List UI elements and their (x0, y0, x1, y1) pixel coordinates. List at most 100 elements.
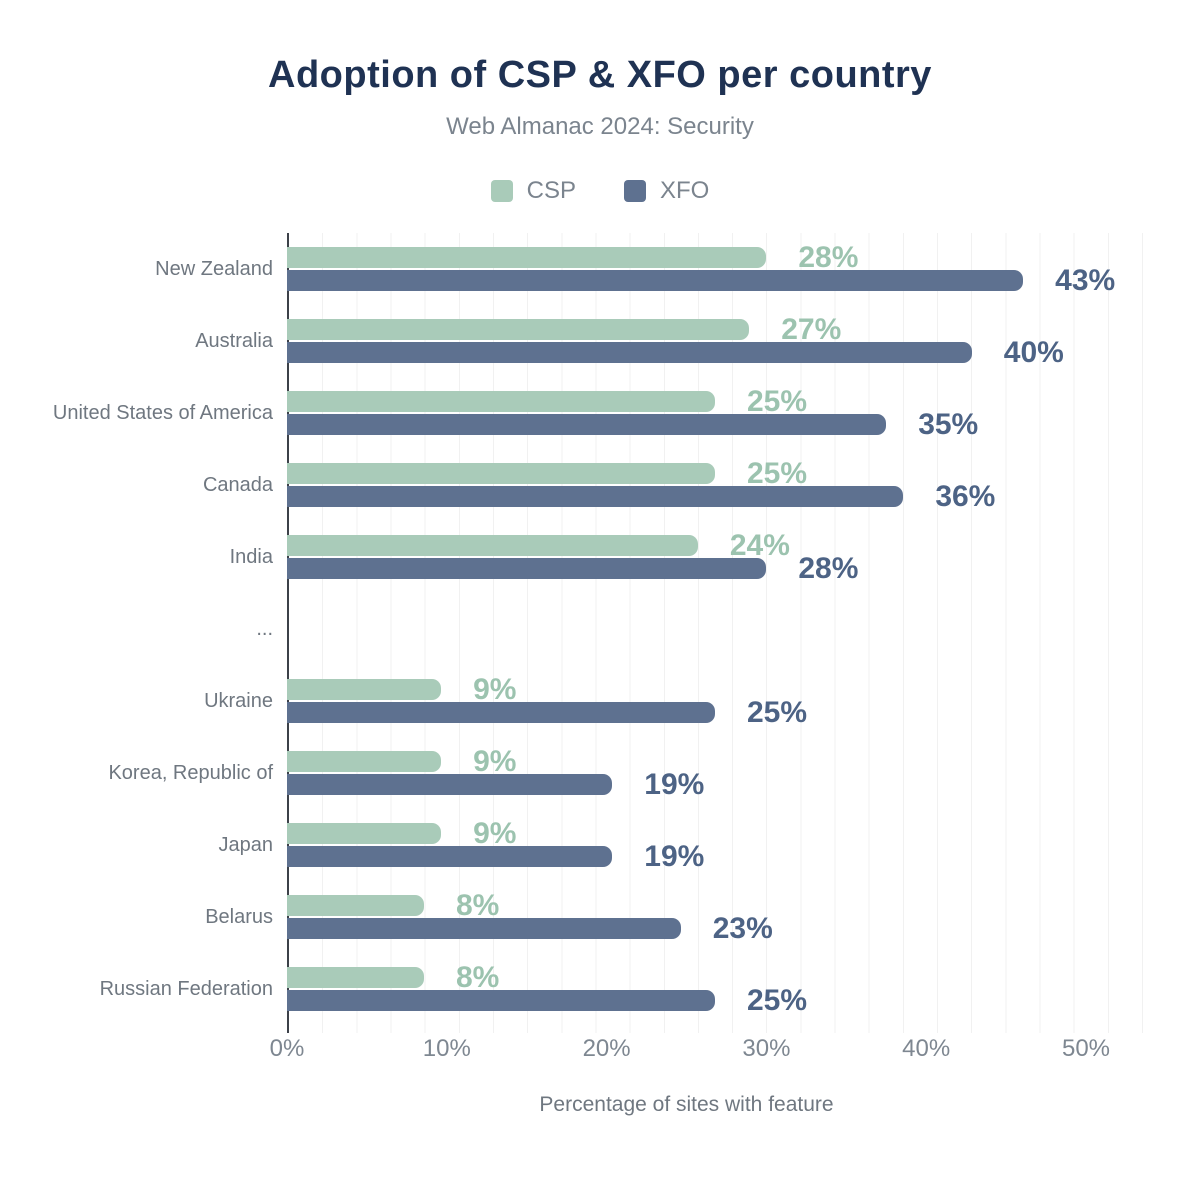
row-bars: 25% 35% (287, 386, 1143, 439)
legend-label-csp: CSP (526, 177, 576, 204)
bar-xfo (287, 414, 887, 435)
bar-csp (287, 967, 424, 988)
x-tick: 0% (269, 1035, 305, 1062)
category-label: Belarus (205, 905, 273, 928)
bar-line: 19% (287, 769, 1143, 799)
bar-csp (287, 679, 442, 700)
bar-line: 8% (287, 962, 1143, 992)
legend-item-xfo: XFO (624, 177, 709, 205)
page-subtitle: Web Almanac 2024: Security (446, 113, 754, 140)
chart-row: India 24% 28% (0, 521, 1143, 593)
row-bars: 25% 36% (287, 456, 1143, 511)
chart-rows: New Zealand 28% 43% Australia 27% 40% United S… (0, 233, 1143, 1025)
bar-line: 40% (287, 337, 1143, 367)
x-tick: 50% (1061, 1035, 1111, 1062)
category-label: Australia (195, 329, 273, 352)
bar-line: 25% (287, 386, 1143, 416)
chart-row: Korea, Republic of 9% 19% (0, 737, 1143, 809)
bar-line: 35% (287, 409, 1143, 439)
x-tick: 20% (582, 1035, 631, 1062)
bar-value-label: 9% (473, 816, 517, 850)
chart-row: Japan 9% 19% (0, 809, 1143, 881)
bar-xfo (287, 702, 715, 723)
bar-value-label: 23% (712, 911, 773, 945)
bar-value-label: 9% (473, 744, 517, 778)
bar-csp (287, 247, 767, 268)
bar-value-label: 19% (644, 767, 705, 801)
bar-value-label: 36% (935, 479, 996, 513)
page-title: Adoption of CSP & XFO per country (268, 54, 932, 96)
bar-xfo (287, 558, 767, 579)
bar-csp (287, 391, 715, 412)
row-bars: 9% 19% (287, 818, 1143, 871)
bar-line: 25% (287, 985, 1143, 1015)
bar-line: 24% (287, 530, 1143, 560)
category-label: Korea, Republic of (108, 761, 273, 784)
bar-line: 28% (287, 242, 1143, 272)
bar-line: 8% (287, 890, 1143, 920)
bar-line: 9% (287, 818, 1143, 848)
bar-value-label: 43% (1055, 263, 1116, 297)
x-tick: 30% (742, 1035, 791, 1062)
category-label: Japan (218, 833, 274, 856)
bar-line: 27% (287, 314, 1143, 344)
bar-csp (287, 895, 424, 916)
category-label: India (229, 545, 273, 568)
bar-value-label: 25% (747, 695, 808, 729)
bar-value-label: 8% (455, 888, 500, 922)
bar-line: 43% (287, 265, 1143, 295)
chart-row: New Zealand 28% 43% (0, 233, 1143, 305)
row-bars: 27% 40% (287, 314, 1143, 367)
row-bars: 8% 25% (287, 962, 1143, 1015)
csp-swatch-icon (490, 180, 513, 202)
chart-legend: CSP XFO (0, 177, 1200, 205)
category-label: Ukraine (204, 689, 273, 712)
row-bars: 9% 19% (287, 746, 1143, 799)
bar-line: 9% (287, 746, 1143, 776)
bar-csp (287, 535, 698, 556)
bar-xfo (287, 774, 613, 795)
x-tick: 10% (422, 1035, 471, 1062)
bar-line: 28% (287, 553, 1143, 583)
bar-value-label: 25% (747, 456, 808, 490)
legend-item-csp: CSP (490, 177, 576, 205)
bar-csp (287, 751, 442, 772)
row-bars: 9% 25% (287, 674, 1143, 727)
bar-line: 25% (287, 697, 1143, 727)
bar-value-label: 28% (798, 551, 859, 585)
bar-value-label: 25% (747, 983, 808, 1017)
chart-row: Belarus 8% 23% (0, 881, 1143, 953)
bar-xfo (287, 486, 904, 507)
row-bars: 24% 28% (287, 530, 1143, 583)
bar-value-label: 27% (781, 312, 842, 346)
bar-value-label: 28% (798, 240, 859, 274)
bar-value-label: 8% (455, 960, 500, 994)
bar-value-label: 24% (729, 528, 790, 562)
chart-row: Australia 27% 40% (0, 305, 1143, 377)
bar-xfo (287, 270, 1024, 291)
xfo-swatch-icon (624, 180, 646, 202)
row-bars: 8% 23% (287, 890, 1143, 943)
bar-line: 9% (287, 674, 1143, 704)
bar-line: 19% (287, 841, 1143, 871)
bar-line: 23% (287, 913, 1143, 943)
chart-row: United States of America 25% 35% (0, 377, 1143, 449)
chart-row: ... (0, 593, 1143, 665)
bar-value-label: 40% (1003, 335, 1064, 369)
x-axis-title: Percentage of sites with feature (539, 1093, 834, 1116)
category-label: New Zealand (155, 257, 273, 280)
bar-csp (287, 823, 442, 844)
bar-value-label: 9% (473, 672, 517, 706)
category-label: ... (256, 617, 273, 640)
bar-xfo (287, 846, 613, 867)
row-bars: 28% 43% (287, 242, 1143, 295)
bar-csp (287, 463, 715, 484)
category-label: Canada (202, 473, 273, 496)
x-tick: 40% (902, 1035, 951, 1062)
bar-value-label: 19% (644, 839, 705, 873)
bar-xfo (287, 990, 715, 1011)
chart-row: Ukraine 9% 25% (0, 665, 1143, 737)
chart-row: Russian Federation 8% 25% (0, 953, 1143, 1025)
category-label: United States of America (52, 401, 273, 424)
category-label: Russian Federation (99, 977, 273, 1000)
